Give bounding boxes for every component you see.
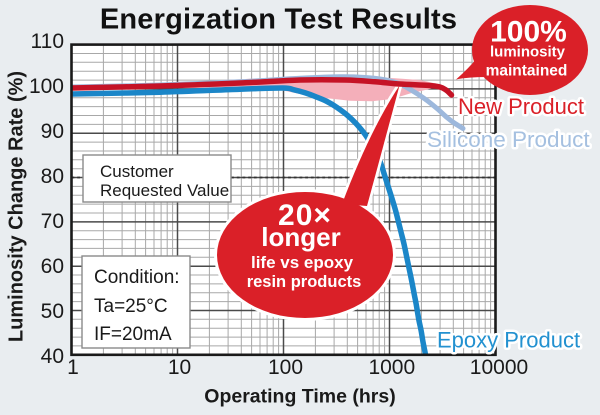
svg-text:10000: 10000 — [470, 356, 528, 379]
svg-text:longer: longer — [261, 222, 340, 252]
svg-text:100: 100 — [268, 356, 303, 379]
svg-text:New Product: New Product — [458, 94, 584, 119]
svg-text:40: 40 — [41, 345, 64, 368]
svg-text:maintained: maintained — [486, 63, 568, 80]
svg-text:Epoxy Product: Epoxy Product — [437, 328, 580, 353]
svg-text:50: 50 — [41, 300, 64, 323]
svg-text:New Product: New Product — [458, 94, 584, 119]
svg-text:Ta=25°C: Ta=25°C — [94, 296, 168, 317]
svg-text:110: 110 — [31, 30, 64, 53]
svg-text:Epoxy Product: Epoxy Product — [437, 328, 580, 353]
svg-text:1000: 1000 — [368, 356, 415, 379]
svg-text:80: 80 — [41, 165, 64, 188]
svg-text:Luminosity Change Rate (%): Luminosity Change Rate (%) — [6, 71, 28, 342]
svg-text:Energization Test Results: Energization Test Results — [100, 4, 457, 36]
svg-text:90: 90 — [41, 120, 64, 143]
svg-text:60: 60 — [41, 255, 64, 278]
svg-text:resin products: resin products — [247, 273, 362, 291]
svg-text:10: 10 — [168, 356, 191, 379]
svg-text:Condition:: Condition: — [94, 267, 180, 288]
svg-text:Operating Time (hrs): Operating Time (hrs) — [204, 386, 395, 408]
svg-text:Customer: Customer — [100, 162, 174, 181]
svg-text:Requested Value: Requested Value — [100, 181, 229, 200]
svg-text:life vs epoxy: life vs epoxy — [251, 253, 354, 272]
svg-text:IF=20mA: IF=20mA — [94, 324, 172, 345]
svg-text:70: 70 — [41, 210, 64, 233]
svg-text:Silicone Product: Silicone Product — [427, 127, 590, 152]
svg-text:100%: 100% — [490, 16, 567, 49]
svg-text:100: 100 — [29, 75, 64, 98]
svg-text:luminosity: luminosity — [490, 44, 566, 61]
svg-text:20×: 20× — [278, 199, 332, 232]
svg-text:Silicone Product: Silicone Product — [427, 127, 590, 152]
svg-text:1: 1 — [67, 356, 79, 379]
